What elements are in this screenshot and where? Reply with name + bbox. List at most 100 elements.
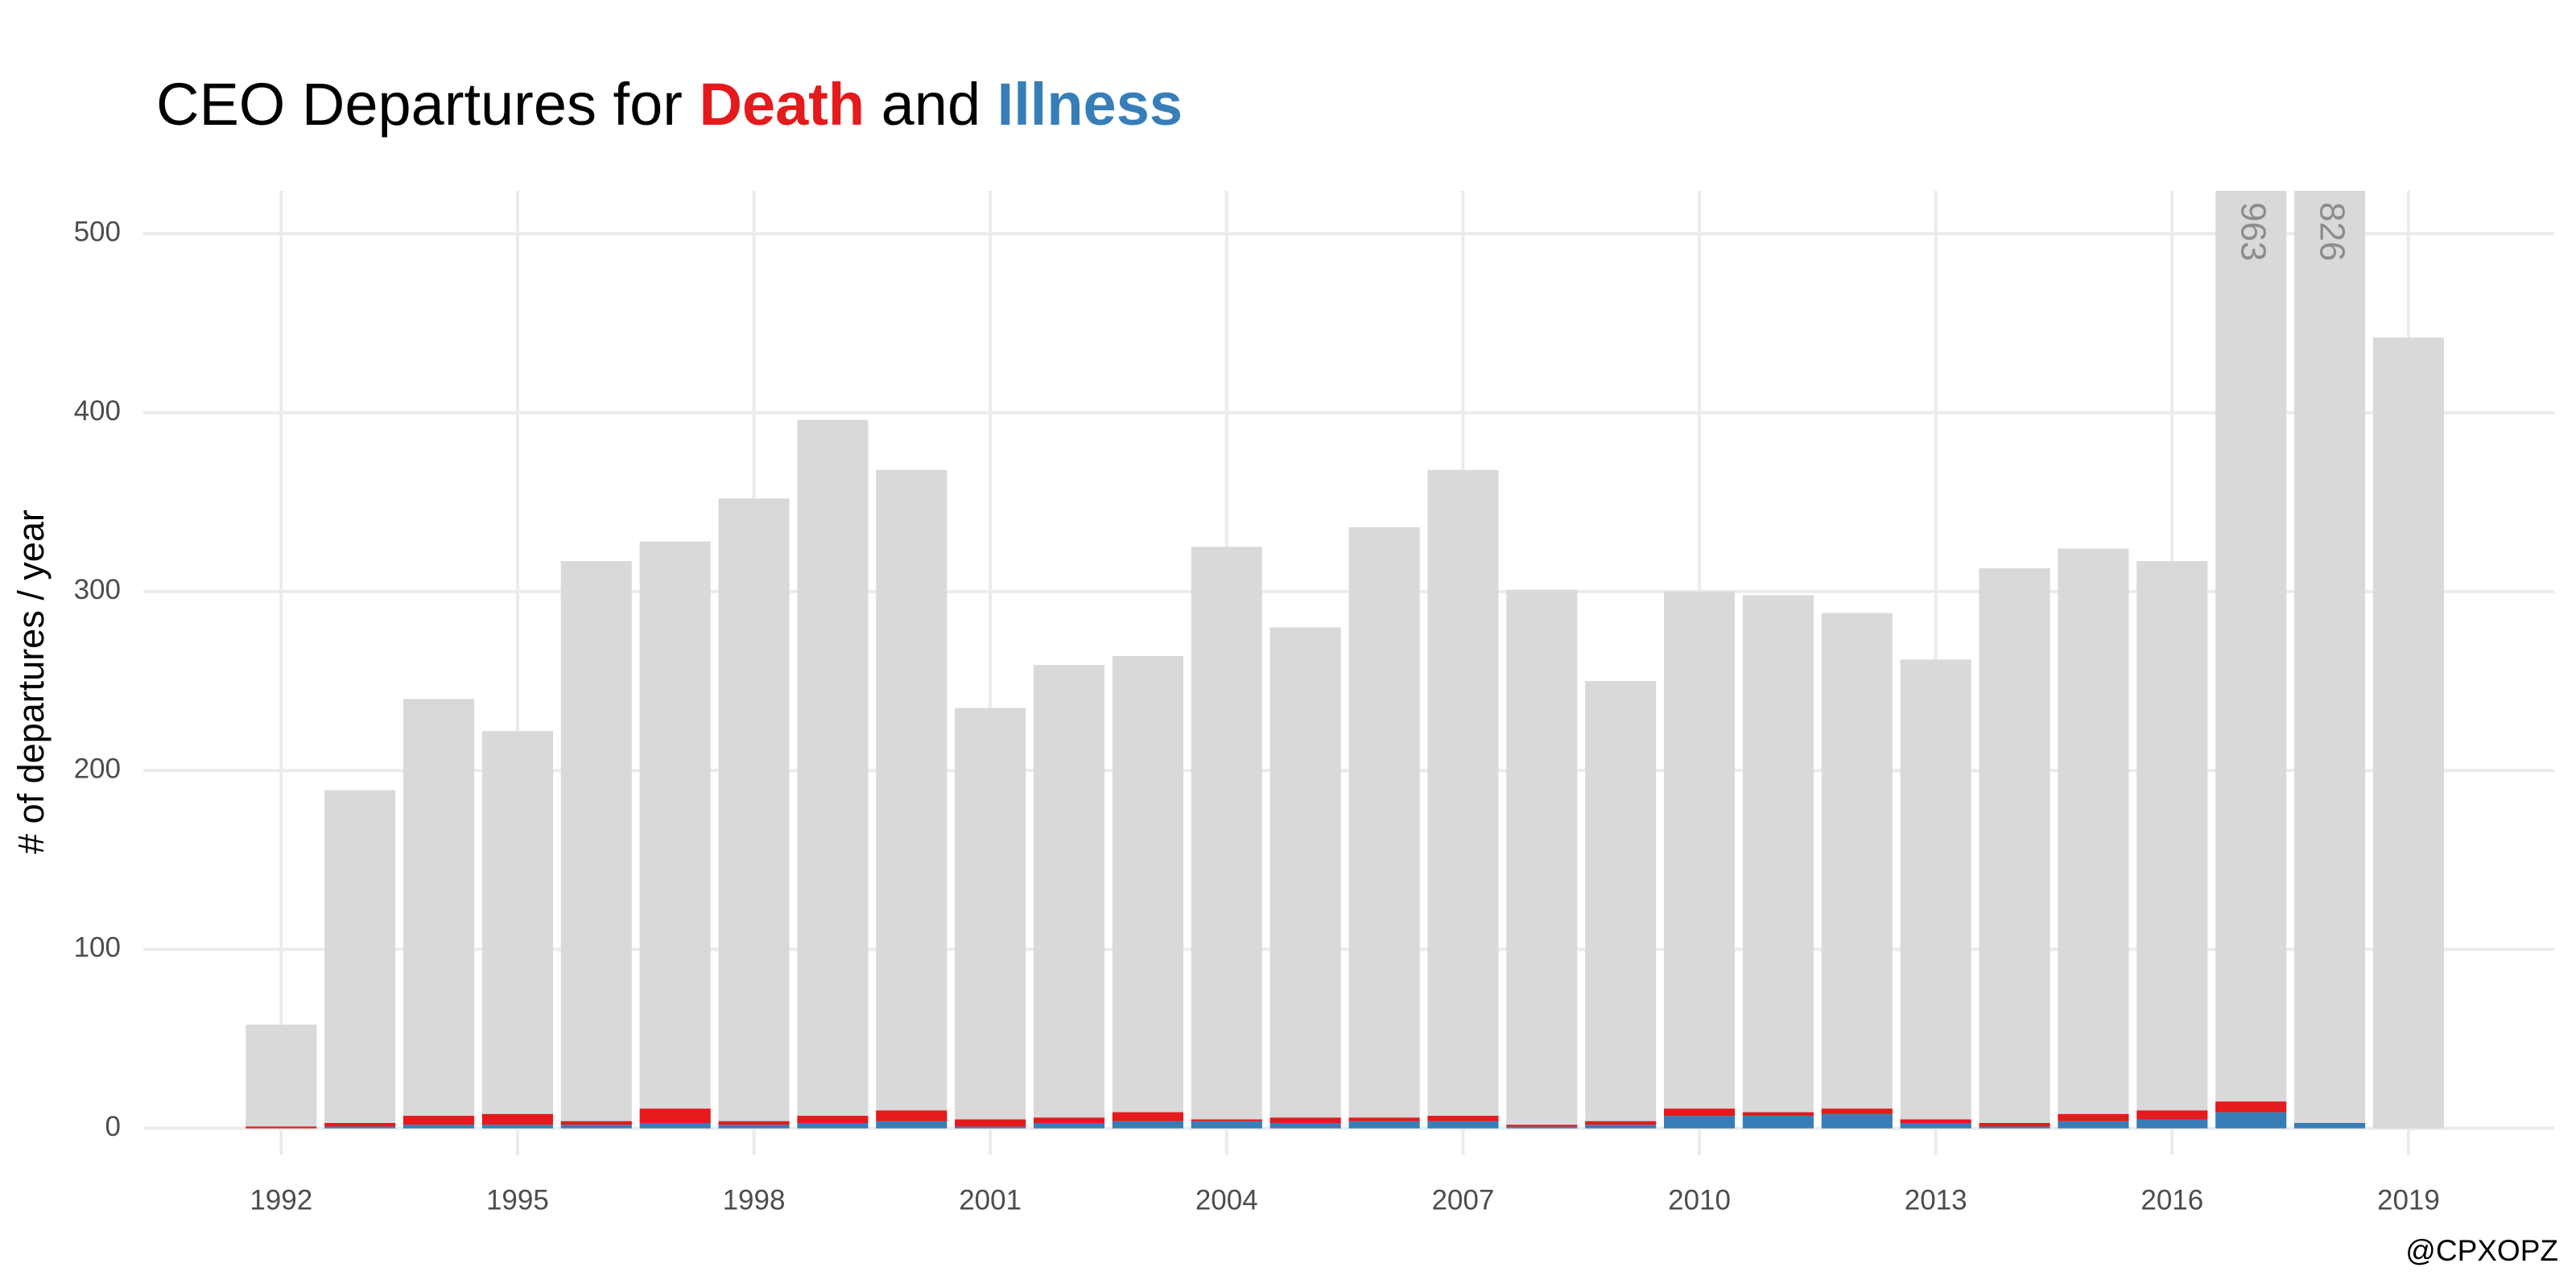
stack-bar bbox=[1742, 1116, 1814, 1129]
stack-bar bbox=[1427, 1116, 1499, 1121]
stack-bar bbox=[1585, 1121, 1657, 1125]
stack-bar bbox=[1742, 1112, 1814, 1117]
total-bar bbox=[481, 731, 553, 1129]
chart-title: CEO Departures for Death and Illness bbox=[156, 71, 1183, 138]
stack-bar bbox=[481, 1113, 553, 1125]
stack-bar bbox=[718, 1121, 790, 1125]
total-bar bbox=[1427, 469, 1499, 1129]
total-bar bbox=[639, 541, 711, 1129]
title-prefix: CEO Departures for bbox=[156, 71, 683, 138]
total-bar bbox=[1664, 591, 1736, 1129]
total-bar bbox=[2136, 561, 2208, 1129]
total-bar bbox=[955, 708, 1026, 1129]
stack-bar bbox=[639, 1108, 711, 1123]
total-bar bbox=[1112, 655, 1183, 1129]
stack-bar bbox=[876, 1121, 947, 1129]
x-tick-label: 2010 bbox=[1668, 1184, 1731, 1216]
total-bar bbox=[2215, 191, 2287, 1129]
stack-bar bbox=[2058, 1113, 2129, 1121]
stack-bar bbox=[1191, 1119, 1262, 1121]
stack-bar bbox=[1427, 1121, 1499, 1129]
total-bar bbox=[1821, 613, 1893, 1129]
total-bar bbox=[1348, 526, 1420, 1129]
stack-bar bbox=[481, 1125, 553, 1129]
total-bar bbox=[2058, 548, 2129, 1129]
stack-bar bbox=[1979, 1126, 2050, 1129]
total-bar bbox=[1191, 547, 1262, 1129]
stack-bar bbox=[1506, 1126, 1578, 1129]
x-tick-label: 1998 bbox=[723, 1184, 786, 1216]
stack-bar bbox=[1112, 1112, 1183, 1121]
y-tick-label: 0 bbox=[105, 1111, 121, 1142]
stack-bar bbox=[324, 1126, 396, 1129]
title-illness: Illness bbox=[997, 71, 1183, 138]
total-bar bbox=[876, 469, 947, 1129]
stack-bar bbox=[1033, 1117, 1105, 1123]
stack-bar bbox=[1900, 1122, 1971, 1129]
total-bar bbox=[560, 561, 632, 1129]
stack-bar bbox=[1348, 1117, 1420, 1121]
stack-bar bbox=[639, 1122, 711, 1129]
stack-bar bbox=[1664, 1116, 1736, 1129]
stack-bar bbox=[1191, 1121, 1262, 1129]
stack-bar bbox=[1112, 1121, 1183, 1129]
stack-bar bbox=[2058, 1121, 2129, 1129]
stack-bar bbox=[2215, 1101, 2287, 1113]
stack-bar bbox=[560, 1121, 632, 1125]
labels: 0 100 200 300 400 500 1992 1995 1998 2001 2004 2007… bbox=[74, 202, 2440, 1216]
stack-bar bbox=[1348, 1121, 1420, 1129]
title-join: and bbox=[881, 71, 980, 138]
stack-bar bbox=[324, 1122, 396, 1127]
total-bar bbox=[1742, 595, 1814, 1129]
stack-bar bbox=[955, 1119, 1026, 1127]
stack-bar bbox=[1664, 1108, 1736, 1117]
y-tick-label: 300 bbox=[74, 574, 121, 605]
stack-bar bbox=[1269, 1117, 1341, 1123]
total-bar bbox=[246, 1024, 317, 1129]
y-axis-label: # of departures / year bbox=[10, 510, 52, 854]
total-bar bbox=[1269, 627, 1341, 1129]
x-tick-label: 1992 bbox=[250, 1184, 312, 1216]
stack-bar bbox=[1979, 1122, 2050, 1127]
x-tick-label: 2004 bbox=[1195, 1184, 1258, 1216]
total-bar bbox=[718, 498, 790, 1129]
stack-bar bbox=[2136, 1110, 2208, 1120]
stack-bar bbox=[1821, 1113, 1893, 1129]
y-tick-label: 100 bbox=[74, 932, 121, 964]
total-bar bbox=[324, 790, 396, 1129]
x-tick-label: 2016 bbox=[2140, 1184, 2203, 1216]
total-bar bbox=[1979, 568, 2050, 1129]
stack-bar bbox=[2215, 1112, 2287, 1129]
value-label: 963 bbox=[2234, 202, 2273, 261]
y-tick-label: 200 bbox=[74, 753, 121, 784]
value-label: 826 bbox=[2312, 202, 2351, 261]
stack-bar bbox=[402, 1125, 475, 1129]
total-bar bbox=[2372, 337, 2444, 1129]
x-tick-label: 1995 bbox=[486, 1184, 549, 1216]
bars bbox=[246, 191, 2444, 1129]
x-tick-label: 2001 bbox=[959, 1184, 1022, 1216]
stack-bar bbox=[1821, 1108, 1893, 1114]
total-bar bbox=[1900, 659, 1971, 1129]
y-tick-label: 400 bbox=[74, 395, 121, 427]
total-bar bbox=[1033, 664, 1105, 1129]
stack-bar bbox=[1506, 1125, 1578, 1127]
stack-bar bbox=[718, 1125, 790, 1129]
total-bar bbox=[1585, 681, 1657, 1129]
total-bar bbox=[797, 419, 869, 1129]
x-tick-label: 2013 bbox=[1905, 1184, 1967, 1216]
x-tick-label: 2019 bbox=[2377, 1184, 2440, 1216]
stack-bar bbox=[246, 1126, 317, 1129]
caption: @CPXOPZ bbox=[2405, 1234, 2558, 1267]
x-tick-label: 2007 bbox=[1431, 1184, 1494, 1216]
stack-bar bbox=[560, 1125, 632, 1129]
total-bar bbox=[2294, 191, 2366, 1129]
stack-bar bbox=[1900, 1119, 1971, 1123]
stack-bar bbox=[797, 1122, 869, 1129]
stack-bar bbox=[2294, 1122, 2366, 1129]
stack-bar bbox=[1269, 1122, 1341, 1129]
stack-bar bbox=[1033, 1122, 1105, 1129]
stack-bar bbox=[955, 1126, 1026, 1129]
stack-bar bbox=[1585, 1125, 1657, 1129]
